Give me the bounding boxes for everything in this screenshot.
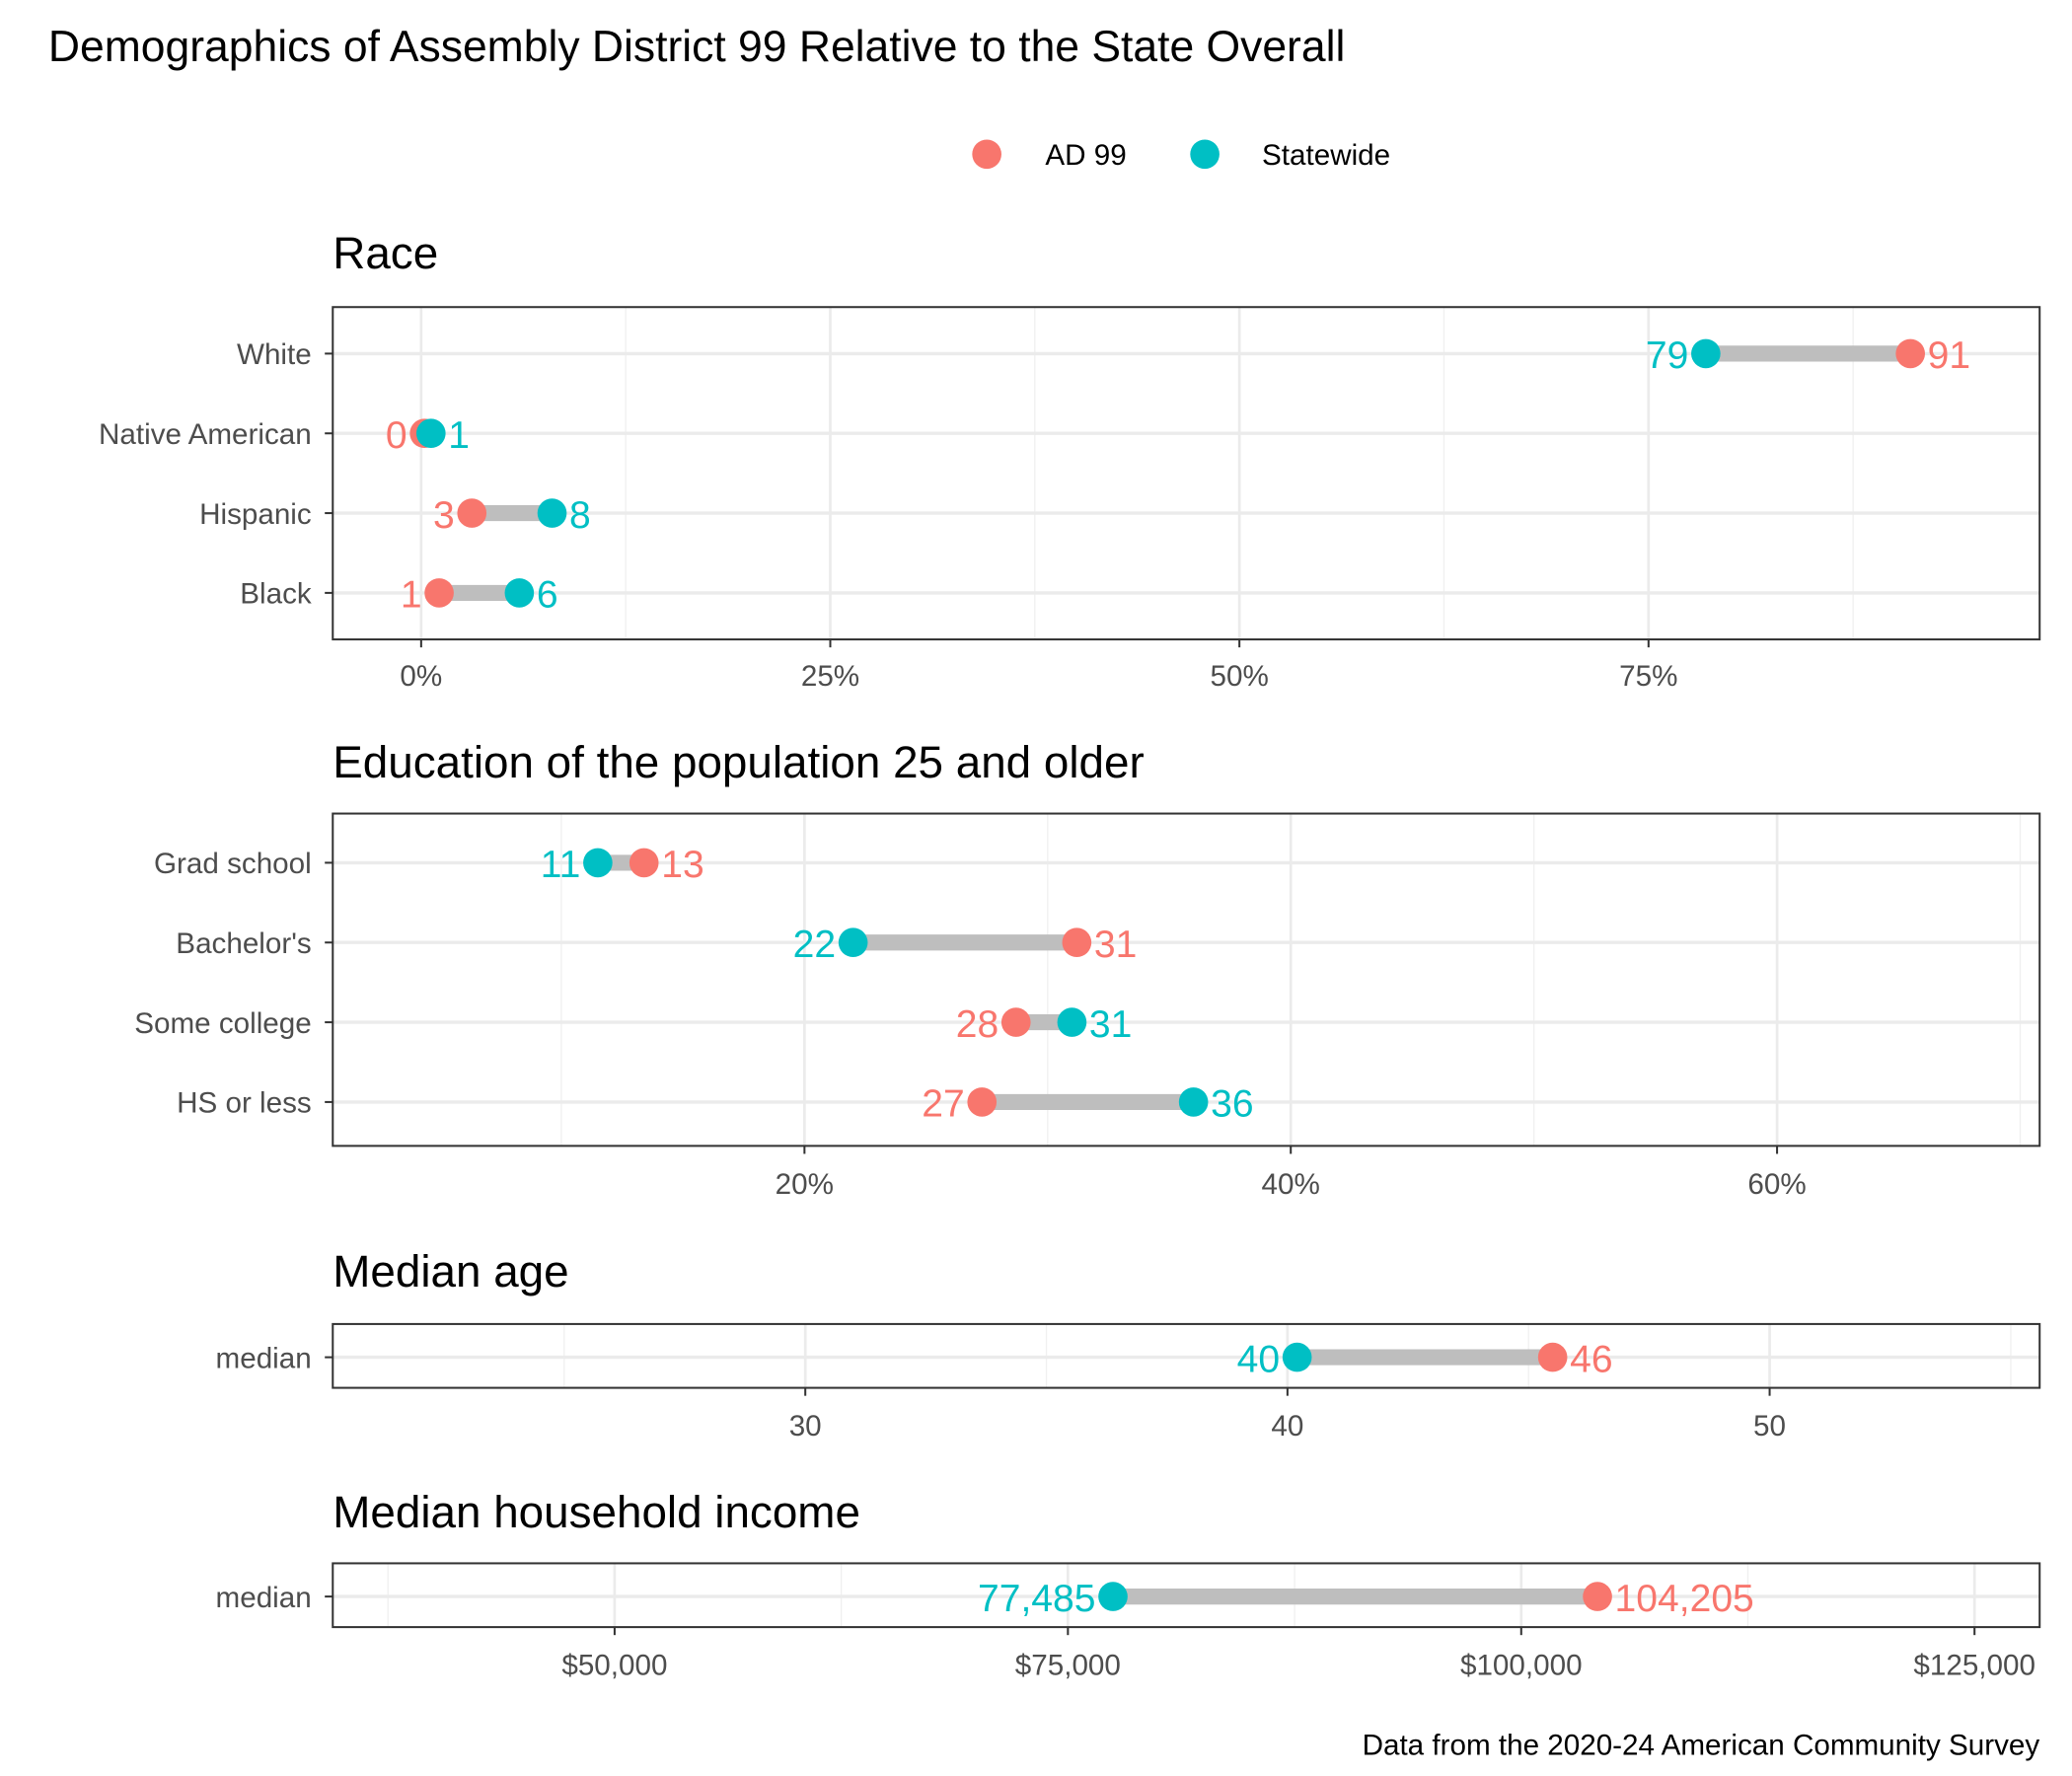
panel-0: Race 0% 25% 50% 75% White 91 79 Native American 0… (99, 228, 2041, 693)
panel-3: Median household income $50,000 $75,000 $10… (216, 1487, 2041, 1682)
panel-border (332, 1562, 2041, 1629)
y-tick-label: White (237, 338, 312, 371)
x-tick-label: $75,000 (1015, 1650, 1121, 1682)
legend-label-statewide: Statewide (1262, 139, 1390, 172)
point-ad-99 (629, 848, 659, 878)
point-statewide (1282, 1342, 1312, 1372)
value-label: 79 (1646, 334, 1688, 377)
x-tick-label: 40 (1271, 1410, 1303, 1443)
value-label: 104,205 (1615, 1578, 1754, 1620)
value-label: 11 (541, 844, 581, 886)
value-label: 8 (569, 494, 591, 537)
point-ad-99 (1000, 1007, 1031, 1037)
point-ad-99 (457, 498, 487, 528)
point-statewide (537, 498, 567, 528)
value-label: 36 (1211, 1083, 1253, 1126)
value-label: 28 (956, 1003, 999, 1046)
value-label: 31 (1094, 924, 1137, 966)
point-statewide (1098, 1582, 1128, 1611)
value-label: 77,485 (978, 1578, 1095, 1620)
value-label: 0 (386, 414, 407, 457)
legend: AD 99 Statewide (972, 139, 1390, 172)
y-tick-label: HS or less (177, 1087, 312, 1120)
x-tick-label: 40% (1262, 1168, 1320, 1201)
point-ad-99 (1537, 1342, 1568, 1372)
y-tick-label: Black (240, 578, 312, 611)
panel-title: Median household income (333, 1487, 860, 1537)
panels: Race 0% 25% 50% 75% White 91 79 Native American 0… (99, 228, 2041, 1682)
x-tick-label: 25% (801, 660, 859, 693)
value-label: 40 (1237, 1338, 1280, 1380)
value-label: 13 (661, 844, 703, 886)
y-tick-label: Grad school (154, 848, 312, 880)
value-label: 46 (1570, 1338, 1612, 1380)
point-ad-99 (1583, 1582, 1612, 1611)
point-statewide (504, 578, 535, 608)
value-label: 3 (433, 494, 455, 537)
legend-label-ad99: AD 99 (1045, 139, 1126, 172)
point-ad-99 (967, 1087, 998, 1117)
value-label: 1 (401, 574, 422, 617)
panel-title: Education of the population 25 and older (333, 737, 1144, 787)
legend-dot-ad99 (972, 139, 1001, 170)
panel-title: Race (333, 228, 438, 278)
chart-title: Demographics of Assembly District 99 Rel… (48, 23, 1345, 71)
x-tick-label: 20% (776, 1168, 834, 1201)
panel-border (332, 306, 2041, 641)
x-tick-label: 50% (1211, 660, 1269, 693)
y-tick-label: median (216, 1342, 312, 1374)
x-tick-label: $100,000 (1460, 1650, 1583, 1682)
x-tick-label: $125,000 (1913, 1650, 2035, 1682)
x-tick-label: 0% (400, 660, 442, 693)
x-tick-label: 75% (1619, 660, 1677, 693)
point-statewide (1057, 1007, 1087, 1037)
value-label: 1 (448, 414, 470, 457)
point-statewide (583, 848, 613, 878)
y-tick-label: median (216, 1582, 312, 1614)
value-label: 27 (922, 1083, 964, 1126)
y-tick-label: Some college (134, 1007, 312, 1040)
x-tick-label: 60% (1747, 1168, 1806, 1201)
point-ad-99 (424, 578, 454, 608)
panel-border (332, 812, 2041, 1147)
value-label: 22 (793, 924, 836, 966)
value-label: 91 (1928, 334, 1970, 377)
point-statewide (415, 418, 446, 449)
panel-2: Median age 30 40 50 median 46 40 (216, 1246, 2041, 1443)
y-tick-label: Bachelor's (176, 927, 311, 960)
panel-1: Education of the population 25 and older… (134, 737, 2041, 1201)
x-tick-label: $50,000 (561, 1650, 667, 1682)
x-tick-label: 30 (789, 1410, 822, 1443)
x-tick-label: 50 (1753, 1410, 1786, 1443)
point-statewide (1178, 1087, 1209, 1117)
point-statewide (838, 927, 868, 958)
value-label: 31 (1089, 1003, 1132, 1046)
point-ad-99 (1895, 338, 1926, 369)
panel-border (332, 1322, 2041, 1389)
caption: Data from the 2020-24 American Community… (1363, 1729, 2040, 1761)
panel-title: Median age (333, 1246, 568, 1296)
y-tick-label: Native American (99, 418, 312, 451)
value-label: 6 (537, 574, 558, 617)
point-ad-99 (1062, 927, 1092, 958)
point-statewide (1691, 338, 1721, 369)
y-tick-label: Hispanic (199, 498, 312, 531)
legend-dot-statewide (1190, 139, 1220, 170)
